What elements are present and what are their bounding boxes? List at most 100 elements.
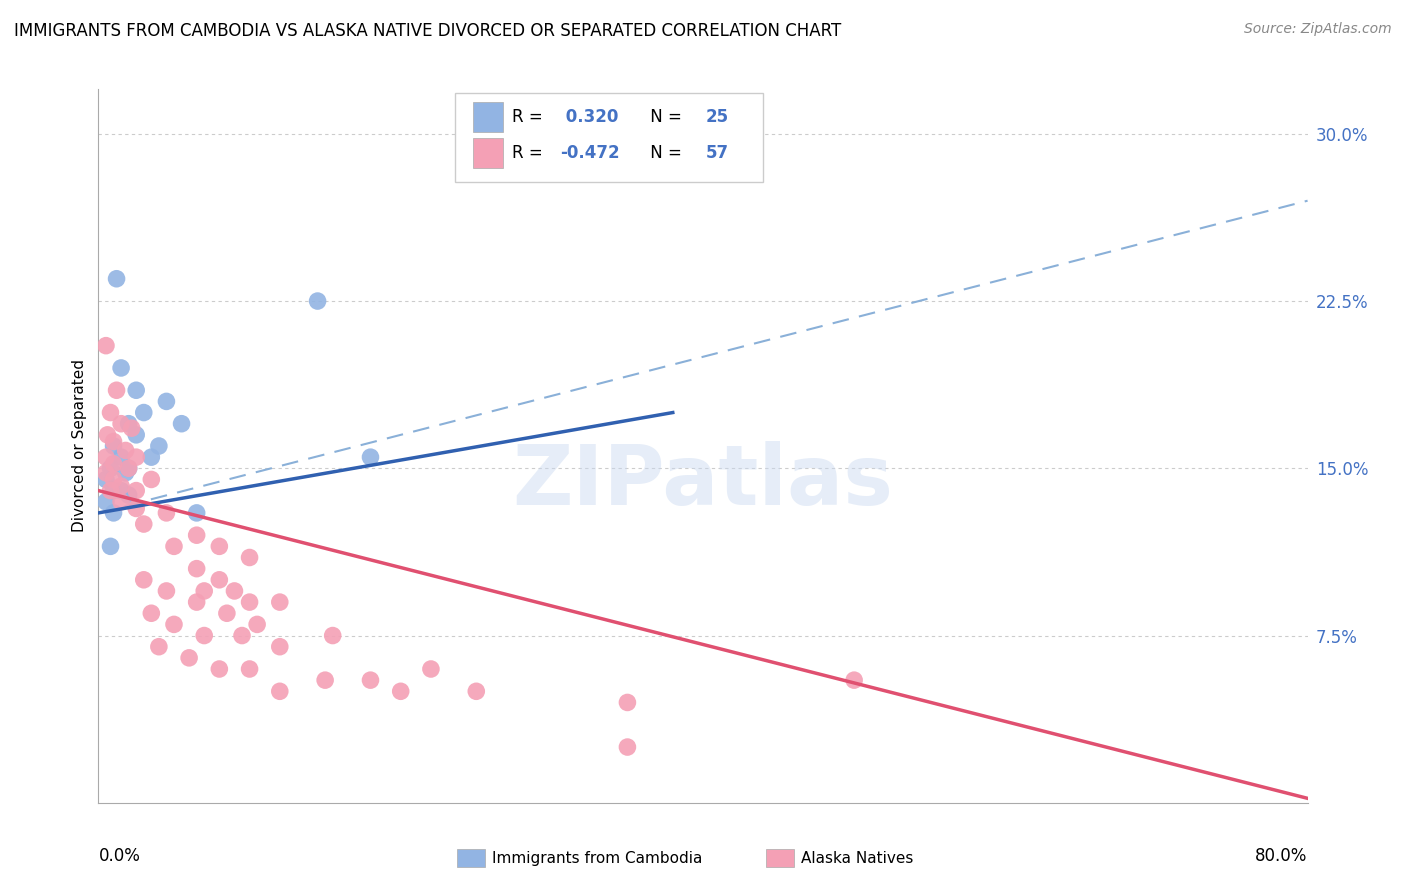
Point [148,640,170,654]
Point [186,506,208,520]
Point [844,673,866,687]
Point [155,506,177,520]
Point [103,483,125,498]
Point [193,583,215,598]
Point [121,421,143,435]
Point [307,293,329,308]
Point [141,473,163,487]
Text: Source: ZipAtlas.com: Source: ZipAtlas.com [1244,22,1392,37]
Text: Alaska Natives: Alaska Natives [801,852,914,866]
Point [118,417,141,431]
Point [155,583,177,598]
Point [94,466,117,480]
Point [100,405,122,420]
Point [125,450,148,464]
Point [163,617,186,632]
Point [110,417,132,431]
Point [96,428,118,442]
Point [269,595,291,609]
Point [269,640,291,654]
Point [148,439,170,453]
Point [103,434,125,449]
Text: 0.320: 0.320 [561,108,619,126]
Point [114,466,136,480]
Point [231,628,253,642]
Point [118,488,141,502]
Point [94,473,117,487]
FancyBboxPatch shape [456,93,763,182]
Point [208,539,231,553]
Text: ZIPatlas: ZIPatlas [513,442,893,522]
Point [193,628,215,642]
Point [110,494,132,508]
Point [94,494,117,508]
Point [100,539,122,553]
Point [110,360,132,375]
Point [103,473,125,487]
Point [103,506,125,520]
Point [246,617,269,632]
Point [186,595,208,609]
Point [360,450,382,464]
Point [110,483,132,498]
Point [103,457,125,471]
Point [118,461,141,475]
Text: N =: N = [645,108,688,126]
Point [125,483,148,498]
Point [105,271,128,285]
Point [186,562,208,576]
Text: Immigrants from Cambodia: Immigrants from Cambodia [492,852,703,866]
Point [110,450,132,464]
Point [103,439,125,453]
Text: N =: N = [645,144,688,161]
Point [616,696,638,710]
Point [141,607,163,621]
Text: 57: 57 [706,144,728,161]
Point [322,628,344,642]
Point [94,450,117,464]
Y-axis label: Divorced or Separated: Divorced or Separated [72,359,87,533]
Point [208,573,231,587]
Point [170,417,193,431]
Text: 80.0%: 80.0% [1256,847,1308,865]
Point [114,443,136,458]
Point [179,651,201,665]
Point [186,528,208,542]
Point [125,501,148,516]
FancyBboxPatch shape [474,137,503,168]
Point [269,684,291,698]
Text: IMMIGRANTS FROM CAMBODIA VS ALASKA NATIVE DIVORCED OR SEPARATED CORRELATION CHAR: IMMIGRANTS FROM CAMBODIA VS ALASKA NATIV… [14,22,841,40]
Point [100,483,122,498]
Text: 0.0%: 0.0% [98,847,141,865]
Point [224,583,246,598]
Point [132,405,155,420]
Point [132,517,155,532]
Point [239,550,262,565]
Point [132,573,155,587]
Point [141,450,163,464]
Point [215,607,238,621]
Point [465,684,488,698]
Point [389,684,412,698]
Point [208,662,231,676]
Text: R =: R = [512,144,548,161]
Point [110,479,132,493]
Point [420,662,443,676]
FancyBboxPatch shape [474,102,503,132]
Point [118,461,141,475]
Point [94,338,117,352]
Point [239,662,262,676]
Point [360,673,382,687]
Point [155,394,177,409]
Point [125,384,148,398]
Point [163,539,186,553]
Point [100,461,122,475]
Text: 25: 25 [706,108,728,126]
Point [105,384,128,398]
Point [314,673,336,687]
Point [125,428,148,442]
Point [239,595,262,609]
Point [616,740,638,755]
Text: R =: R = [512,108,548,126]
Text: -0.472: -0.472 [561,144,620,161]
